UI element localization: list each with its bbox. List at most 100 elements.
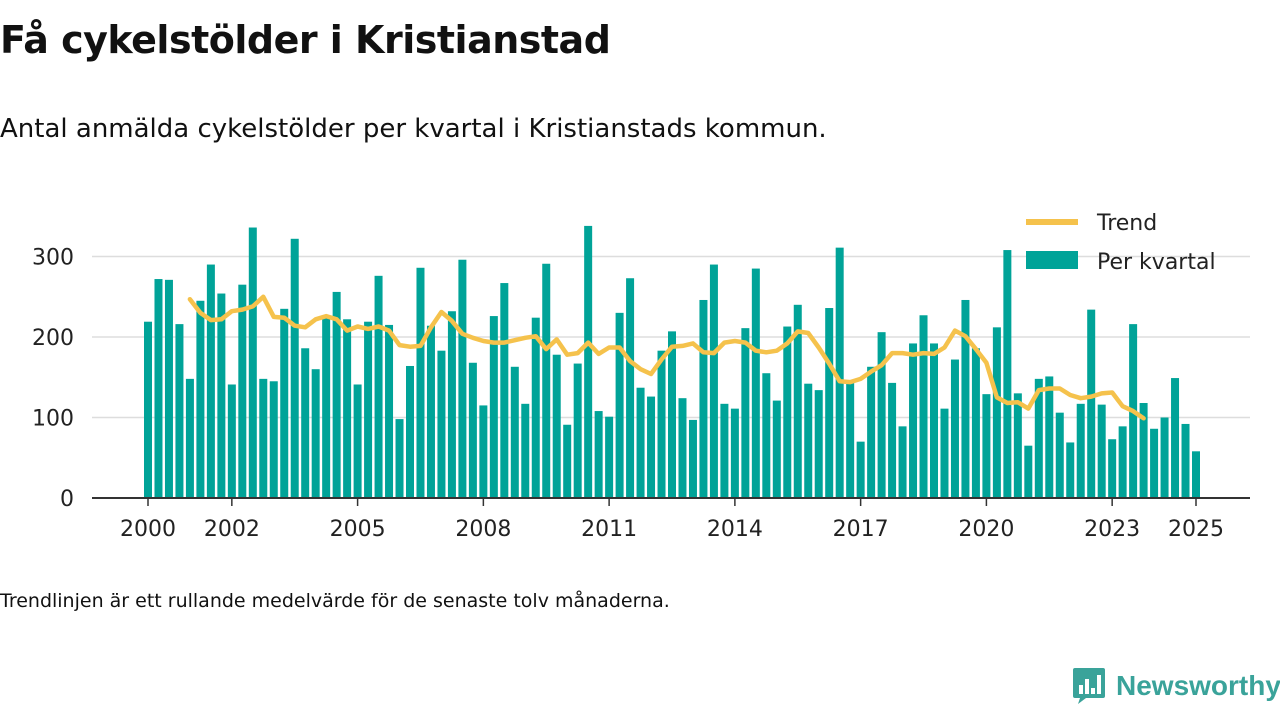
bar xyxy=(406,365,414,498)
bar xyxy=(647,396,656,498)
x-tick-label: 2011 xyxy=(581,517,637,542)
bar xyxy=(909,343,918,498)
bar xyxy=(626,278,635,498)
bar xyxy=(353,384,362,498)
legend-per-kvartal-label: Per kvartal xyxy=(1097,250,1216,275)
trend-line xyxy=(187,294,1146,421)
bar xyxy=(699,299,708,498)
bar xyxy=(668,331,676,498)
bar xyxy=(301,348,310,498)
bar xyxy=(552,354,561,498)
bar xyxy=(1171,378,1180,498)
bar xyxy=(1076,403,1085,498)
bar xyxy=(971,348,980,498)
x-tick-label: 2002 xyxy=(204,517,260,542)
legend-trend-label: Trend xyxy=(1096,211,1157,236)
bar xyxy=(1139,403,1148,498)
bar xyxy=(835,247,844,498)
bar xyxy=(584,225,593,498)
bar xyxy=(280,308,289,498)
chart-title: Få cykelstölder i Kristianstad xyxy=(0,18,611,62)
bar xyxy=(1108,439,1117,498)
bar xyxy=(385,324,394,498)
bar xyxy=(1024,445,1033,498)
bar xyxy=(867,366,876,498)
line-series-trend xyxy=(187,294,1146,421)
x-tick-label: 2014 xyxy=(707,517,763,542)
bar xyxy=(741,328,750,498)
bar xyxy=(269,381,278,498)
bar xyxy=(1013,393,1022,498)
bar xyxy=(688,419,697,498)
bar xyxy=(1003,250,1012,498)
bar xyxy=(751,268,760,498)
bar xyxy=(395,419,404,498)
bar xyxy=(563,424,572,498)
bar xyxy=(479,405,488,498)
bar xyxy=(594,411,603,498)
bar xyxy=(636,387,645,498)
bar xyxy=(573,363,582,498)
bar xyxy=(1045,376,1054,498)
bar xyxy=(164,279,173,498)
bar xyxy=(678,398,687,498)
bar xyxy=(804,383,813,498)
bar xyxy=(615,312,624,498)
bar xyxy=(762,373,771,498)
bar xyxy=(1066,442,1075,498)
x-tick-label: 2020 xyxy=(958,517,1014,542)
x-tick-label: 2008 xyxy=(455,517,511,542)
bar xyxy=(856,441,865,498)
bar xyxy=(185,378,194,498)
bar xyxy=(447,311,456,498)
bar xyxy=(458,259,467,498)
bar xyxy=(521,403,530,498)
axes: 2000 2002 2005 2008 2011 2014 2017 2020 2023 2025 xyxy=(92,497,1250,542)
bar xyxy=(1150,428,1159,498)
bar xyxy=(364,321,373,498)
bar xyxy=(1118,426,1127,498)
bar xyxy=(814,390,823,498)
bar xyxy=(720,403,729,498)
bar xyxy=(426,325,435,498)
bar xyxy=(343,319,352,498)
bar xyxy=(1097,404,1106,498)
bar xyxy=(898,426,907,498)
bar xyxy=(248,227,257,498)
bar xyxy=(982,394,991,498)
x-tick-label: 2017 xyxy=(833,517,889,542)
bar xyxy=(1192,451,1200,498)
bar xyxy=(961,299,970,498)
bar xyxy=(196,300,205,498)
bar xyxy=(154,279,163,498)
bar xyxy=(290,238,299,499)
bar xyxy=(1087,309,1096,498)
bar xyxy=(206,264,215,498)
bar xyxy=(1181,423,1190,498)
bar xyxy=(311,369,320,498)
bar-chart-logo-icon xyxy=(1073,668,1105,704)
bar xyxy=(227,384,236,498)
x-tick-label: 2005 xyxy=(330,517,386,542)
bar xyxy=(940,408,949,498)
bar xyxy=(217,293,226,498)
bar xyxy=(332,291,341,498)
bar xyxy=(930,343,938,498)
y-tick-label: 100 xyxy=(32,407,74,432)
bar xyxy=(259,378,268,498)
bar xyxy=(175,324,184,498)
bar xyxy=(793,304,802,498)
bar xyxy=(416,267,425,498)
bar xyxy=(238,284,247,498)
bar xyxy=(730,408,739,498)
bar xyxy=(772,400,781,498)
bar xyxy=(489,316,498,498)
bar xyxy=(1160,417,1169,498)
bar xyxy=(888,382,897,498)
bar xyxy=(605,416,614,498)
bar xyxy=(877,332,886,498)
brand-logo[interactable]: Newsworthy xyxy=(1072,666,1280,706)
bar xyxy=(783,326,792,498)
legend-per-kvartal-swatch xyxy=(1026,251,1078,269)
